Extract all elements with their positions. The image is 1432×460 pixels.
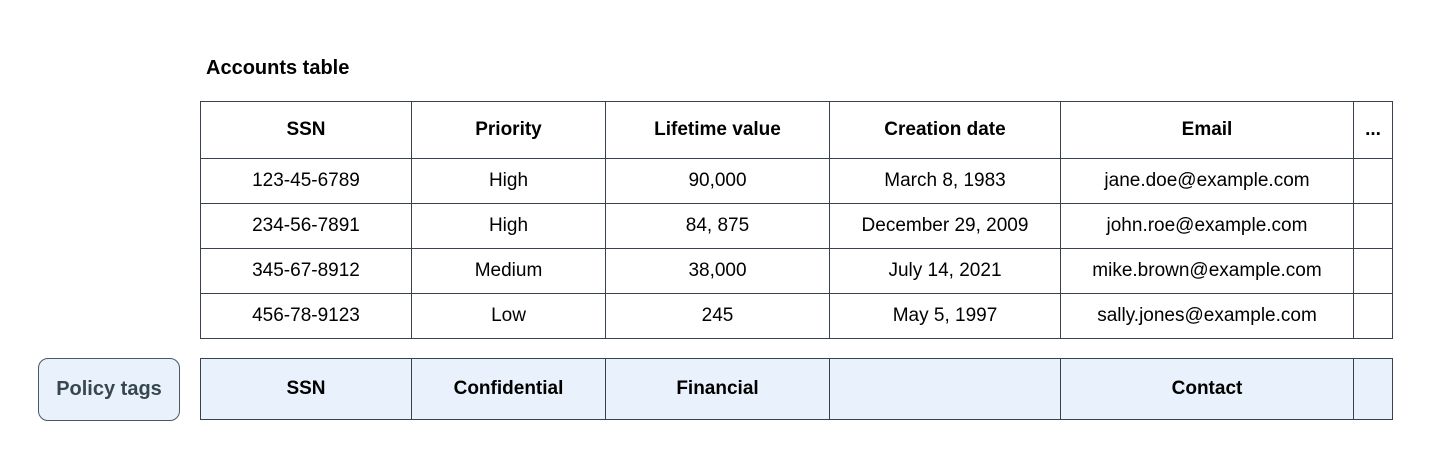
cell-priority: High	[411, 158, 606, 204]
policy-tag-contact: Contact	[1060, 358, 1354, 420]
cell-creation-date: July 14, 2021	[829, 248, 1061, 294]
policy-tags-cells: SSN Confidential Financial Contact	[200, 358, 1393, 420]
cell-creation-date: December 29, 2009	[829, 203, 1061, 249]
policy-tags-row: SSN Confidential Financial Contact	[200, 358, 1393, 420]
cell-more	[1353, 158, 1393, 204]
header-row: SSN Priority Lifetime value Creation dat…	[200, 101, 1393, 159]
policy-tag-empty	[829, 358, 1061, 420]
column-header-ssn: SSN	[200, 101, 412, 159]
policy-tag-financial: Financial	[605, 358, 830, 420]
cell-ssn: 123-45-6789	[200, 158, 412, 204]
column-header-more-ellipsis: ...	[1353, 101, 1393, 159]
policy-tags-label: Policy tags	[38, 358, 180, 421]
cell-ssn: 456-78-9123	[200, 293, 412, 339]
column-header-creation-date: Creation date	[829, 101, 1061, 159]
column-header-email: Email	[1060, 101, 1354, 159]
table-row: 123-45-6789 High 90,000 March 8, 1983 ja…	[200, 158, 1393, 204]
accounts-table: SSN Priority Lifetime value Creation dat…	[200, 101, 1393, 339]
table-title: Accounts table	[206, 57, 350, 79]
policy-tag-ssn: SSN	[200, 358, 412, 420]
cell-lifetime-value: 245	[605, 293, 830, 339]
cell-email: sally.jones@example.com	[1060, 293, 1354, 339]
table-row: 456-78-9123 Low 245 May 5, 1997 sally.jo…	[200, 293, 1393, 339]
column-header-lifetime-value: Lifetime value	[605, 101, 830, 159]
cell-ssn: 345-67-8912	[200, 248, 412, 294]
cell-email: jane.doe@example.com	[1060, 158, 1354, 204]
cell-more	[1353, 293, 1393, 339]
cell-priority: High	[411, 203, 606, 249]
cell-more	[1353, 203, 1393, 249]
cell-more	[1353, 248, 1393, 294]
cell-lifetime-value: 90,000	[605, 158, 830, 204]
cell-creation-date: May 5, 1997	[829, 293, 1061, 339]
cell-lifetime-value: 38,000	[605, 248, 830, 294]
cell-creation-date: March 8, 1983	[829, 158, 1061, 204]
cell-priority: Medium	[411, 248, 606, 294]
cell-lifetime-value: 84, 875	[605, 203, 830, 249]
cell-email: mike.brown@example.com	[1060, 248, 1354, 294]
policy-tag-empty-last	[1353, 358, 1393, 420]
column-header-priority: Priority	[411, 101, 606, 159]
table-row: 234-56-7891 High 84, 875 December 29, 20…	[200, 203, 1393, 249]
table-row: 345-67-8912 Medium 38,000 July 14, 2021 …	[200, 248, 1393, 294]
policy-tag-confidential: Confidential	[411, 358, 606, 420]
cell-ssn: 234-56-7891	[200, 203, 412, 249]
cell-email: john.roe@example.com	[1060, 203, 1354, 249]
cell-priority: Low	[411, 293, 606, 339]
